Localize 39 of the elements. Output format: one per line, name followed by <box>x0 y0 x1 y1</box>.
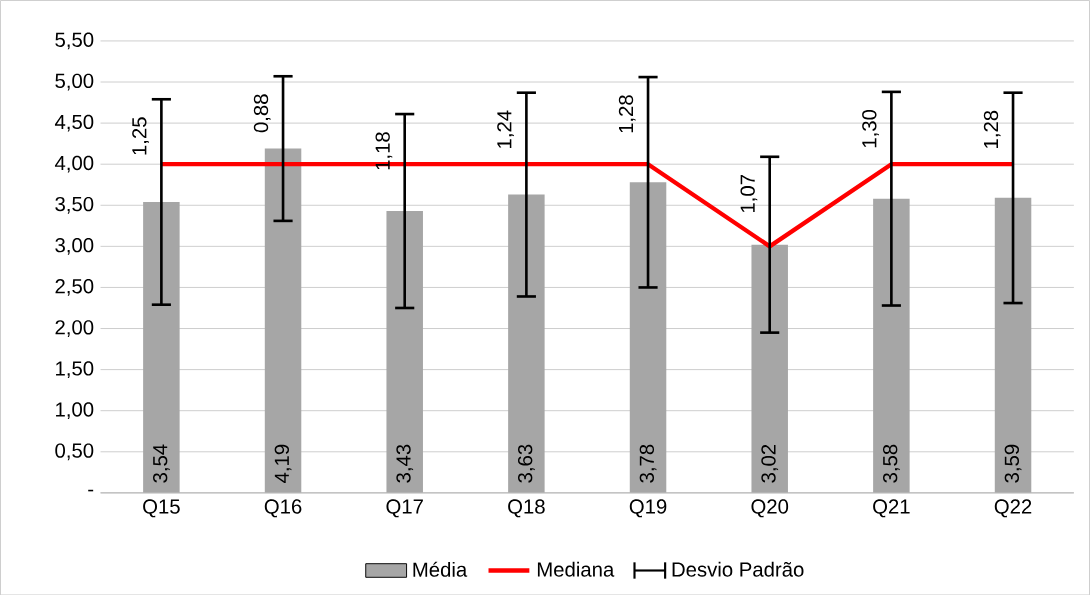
x-tick-label: Q16 <box>264 499 302 518</box>
data-label: 3,78 <box>639 444 657 483</box>
y-tick-label: - <box>88 489 94 492</box>
y-tick-label: 1,50 <box>56 361 94 378</box>
x-tick-label: Q15 <box>143 499 180 518</box>
x-tick-label: Q22 <box>994 499 1032 518</box>
annotation: 1,30 <box>862 109 879 147</box>
data-label: 3,63 <box>517 444 535 483</box>
data-label: 3,43 <box>396 444 414 483</box>
y-tick-label: 2,00 <box>55 319 94 337</box>
y-tick-label: 2,50 <box>55 278 94 296</box>
y-tick-label: 4,50 <box>54 114 94 132</box>
annotation: 1,07 <box>740 174 758 212</box>
text: Desvio Padrão <box>672 561 804 577</box>
x-tick-label: Q17 <box>386 499 423 518</box>
y-tick-label: 3,50 <box>55 196 94 214</box>
data-label: 3,59 <box>1004 444 1022 483</box>
y-tick-label: 5,00 <box>55 73 94 91</box>
x-tick-label: Q20 <box>751 499 789 518</box>
data-label: 3,54 <box>152 444 170 483</box>
data-label: 3,02 <box>761 444 779 483</box>
x-tick-label: Q21 <box>873 499 910 518</box>
annotation: 1,25 <box>132 117 149 155</box>
legend-label: Mediana <box>537 561 615 577</box>
legend-label: Média <box>413 561 468 577</box>
y-tick-label: 4,00 <box>54 155 94 173</box>
annotation: 1,28 <box>983 110 1001 148</box>
x-tick-label: Q18 <box>508 499 545 518</box>
y-tick-label: 1,00 <box>56 402 94 419</box>
y-tick-label: 0,50 <box>55 443 94 460</box>
annotation: 1,28 <box>618 94 636 133</box>
annotation: 1,24 <box>497 110 514 148</box>
annotation: 1,18 <box>375 131 393 170</box>
x-tick-label: Q19 <box>629 499 667 518</box>
data-label: 4,19 <box>274 444 292 483</box>
data-label: 3,58 <box>882 444 900 483</box>
y-tick-label: 5,50 <box>55 32 94 50</box>
annotation: 0,88 <box>253 94 271 133</box>
y-tick-label: 3,00 <box>55 237 94 255</box>
